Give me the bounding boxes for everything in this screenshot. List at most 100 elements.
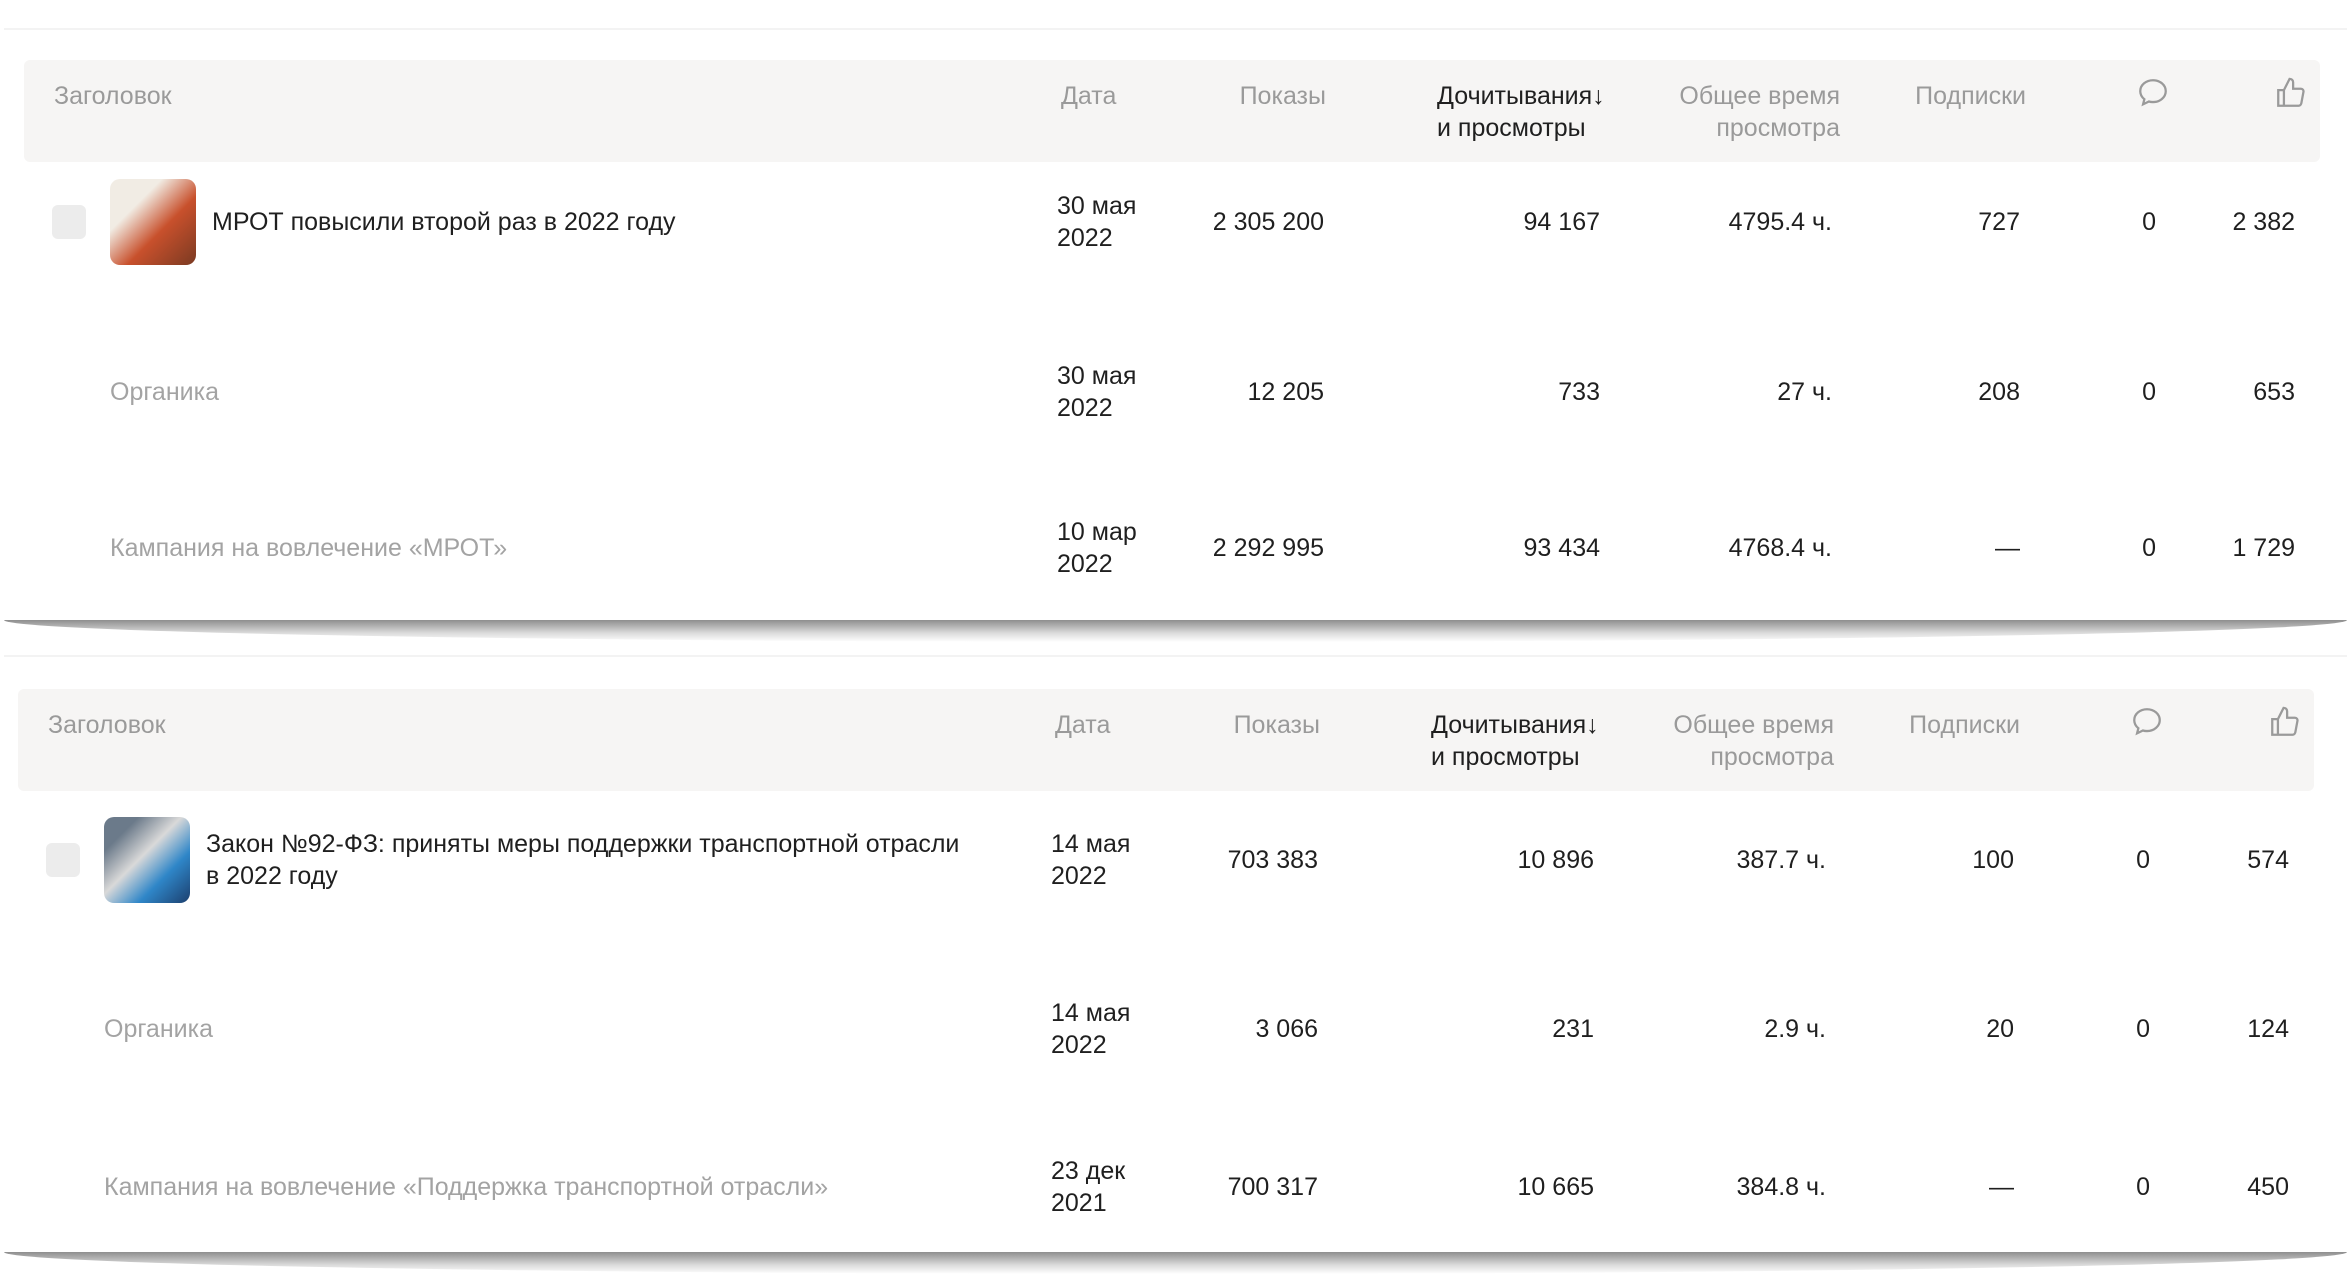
date-year: 2022 [1051, 862, 1107, 890]
column-header-subscriptions[interactable]: Подписки [1909, 711, 2020, 739]
comment-icon[interactable] [2130, 705, 2164, 747]
row-likes: 653 [2253, 378, 2295, 406]
row-impressions: 2 305 200 [1212, 208, 1324, 236]
table-row[interactable]: Закон №92-ФЗ: приняты меры поддержки тра… [4, 817, 2347, 903]
column-header-reads[interactable]: Дочитывания↓ и просмотры [1431, 709, 1599, 773]
row-watch-time: 4795.4 ч. [1728, 208, 1832, 236]
row-likes: 450 [2247, 1173, 2289, 1201]
stats-table-2: Заголовок Дата Показы Дочитывания↓ и просмот… [4, 655, 2347, 1274]
table-header: Заголовок Дата Показы Дочитывания↓ и просмот… [18, 689, 2314, 791]
row-reads: 733 [1558, 378, 1600, 406]
row-date: 14 мая 2022 [1051, 828, 1130, 892]
table-row[interactable]: МРОТ повысили второй раз в 2022 году 30 м… [4, 179, 2347, 265]
date-day-month: 14 мая [1051, 999, 1131, 1027]
column-header-reads[interactable]: Дочитывания↓ и просмотры [1437, 80, 1605, 144]
date-year: 2022 [1057, 394, 1113, 422]
traffic-source-label: Органика [110, 378, 219, 406]
watch-time-label: Общее время [1679, 82, 1840, 110]
column-header-title[interactable]: Заголовок [48, 711, 166, 739]
reads-label-line2: и просмотры [1437, 114, 1586, 142]
publication-thumbnail[interactable] [104, 817, 190, 903]
date-day-month: 30 мая [1057, 362, 1137, 390]
row-reads: 10 665 [1517, 1173, 1594, 1201]
row-watch-time: 27 ч. [1777, 378, 1832, 406]
table-header: Заголовок Дата Показы Дочитывания↓ и просмот… [24, 60, 2320, 162]
row-checkbox[interactable] [46, 843, 80, 877]
column-header-impressions[interactable]: Показы [1239, 82, 1326, 110]
row-comments: 0 [2136, 1173, 2150, 1201]
row-reads: 231 [1552, 1015, 1594, 1043]
row-likes: 124 [2247, 1015, 2289, 1043]
row-subscriptions: — [1995, 534, 2020, 562]
publication-title[interactable]: МРОТ повысили второй раз в 2022 году [212, 206, 676, 238]
watch-time-label-line2: просмотра [1716, 114, 1840, 142]
date-day-month: 30 мая [1057, 192, 1137, 220]
column-header-impressions[interactable]: Показы [1233, 711, 1320, 739]
reads-label: Дочитывания [1431, 711, 1587, 739]
row-impressions: 703 383 [1227, 846, 1318, 874]
date-day-month: 23 дек [1051, 1157, 1126, 1185]
row-likes: 1 729 [2232, 534, 2295, 562]
row-impressions: 12 205 [1247, 378, 1324, 406]
row-subscriptions: 100 [1972, 846, 2014, 874]
publication-title-line2: в 2022 году [206, 862, 338, 890]
column-header-subscriptions[interactable]: Подписки [1915, 82, 2026, 110]
publication-title-line1: МРОТ повысили второй раз в 2022 году [212, 208, 676, 236]
row-watch-time: 387.7 ч. [1736, 846, 1826, 874]
sort-desc-icon[interactable]: ↓ [1592, 82, 1605, 110]
watch-time-label: Общее время [1673, 711, 1834, 739]
watch-time-label-line2: просмотра [1710, 743, 1834, 771]
thumbs-up-icon[interactable] [2274, 76, 2308, 118]
row-checkbox[interactable] [52, 205, 86, 239]
date-year: 2021 [1051, 1189, 1107, 1217]
stats-table-1: Заголовок Дата Показы Дочитывания↓ и просмот… [4, 28, 2347, 642]
row-likes: 574 [2247, 846, 2289, 874]
row-date: 23 дек 2021 [1051, 1155, 1125, 1219]
row-reads: 93 434 [1523, 534, 1600, 562]
row-date: 30 мая 2022 [1057, 360, 1136, 424]
row-date: 14 мая 2022 [1051, 997, 1130, 1061]
column-header-watch-time[interactable]: Общее время просмотра [1679, 80, 1840, 144]
column-header-date[interactable]: Дата [1055, 711, 1111, 739]
table-row[interactable]: Кампания на вовлечение «МРОТ» 10 мар 2022 2… [4, 518, 2347, 578]
thumbs-up-icon[interactable] [2268, 705, 2302, 747]
publication-title[interactable]: Закон №92-ФЗ: приняты меры поддержки тра… [206, 828, 959, 892]
publication-thumbnail[interactable] [110, 179, 196, 265]
row-comments: 0 [2136, 846, 2150, 874]
traffic-source-label: Кампания на вовлечение «Поддержка трансп… [104, 1173, 829, 1201]
row-comments: 0 [2142, 378, 2156, 406]
column-header-watch-time[interactable]: Общее время просмотра [1673, 709, 1834, 773]
date-day-month: 10 мар [1057, 518, 1137, 546]
traffic-source-label: Органика [104, 1015, 213, 1043]
sort-desc-icon[interactable]: ↓ [1586, 711, 1599, 739]
row-subscriptions: 208 [1978, 378, 2020, 406]
row-date: 30 мая 2022 [1057, 190, 1136, 254]
row-comments: 0 [2142, 534, 2156, 562]
reads-label: Дочитывания [1437, 82, 1593, 110]
column-header-date[interactable]: Дата [1061, 82, 1117, 110]
row-reads: 10 896 [1517, 846, 1594, 874]
row-impressions: 3 066 [1255, 1015, 1318, 1043]
row-impressions: 700 317 [1227, 1173, 1318, 1201]
row-subscriptions: 20 [1986, 1015, 2014, 1043]
row-watch-time: 4768.4 ч. [1728, 534, 1832, 562]
table-row[interactable]: Органика 30 мая 2022 12 205 733 27 ч. 208 0 653 [4, 362, 2347, 422]
row-impressions: 2 292 995 [1212, 534, 1324, 562]
table-row[interactable]: Органика 14 мая 2022 3 066 231 2.9 ч. 20 0 124 [4, 999, 2347, 1059]
row-date: 10 мар 2022 [1057, 516, 1137, 580]
row-comments: 0 [2142, 208, 2156, 236]
date-year: 2022 [1051, 1031, 1107, 1059]
date-year: 2022 [1057, 224, 1113, 252]
row-subscriptions: — [1989, 1173, 2014, 1201]
row-watch-time: 384.8 ч. [1736, 1173, 1826, 1201]
reads-label-line2: и просмотры [1431, 743, 1580, 771]
date-year: 2022 [1057, 550, 1113, 578]
comment-icon[interactable] [2136, 76, 2170, 118]
publication-title-line1: Закон №92-ФЗ: приняты меры поддержки тра… [206, 830, 960, 858]
row-subscriptions: 727 [1978, 208, 2020, 236]
row-reads: 94 167 [1523, 208, 1600, 236]
table-row[interactable]: Кампания на вовлечение «Поддержка трансп… [4, 1157, 2347, 1217]
date-day-month: 14 мая [1051, 830, 1131, 858]
row-comments: 0 [2136, 1015, 2150, 1043]
column-header-title[interactable]: Заголовок [54, 82, 172, 110]
